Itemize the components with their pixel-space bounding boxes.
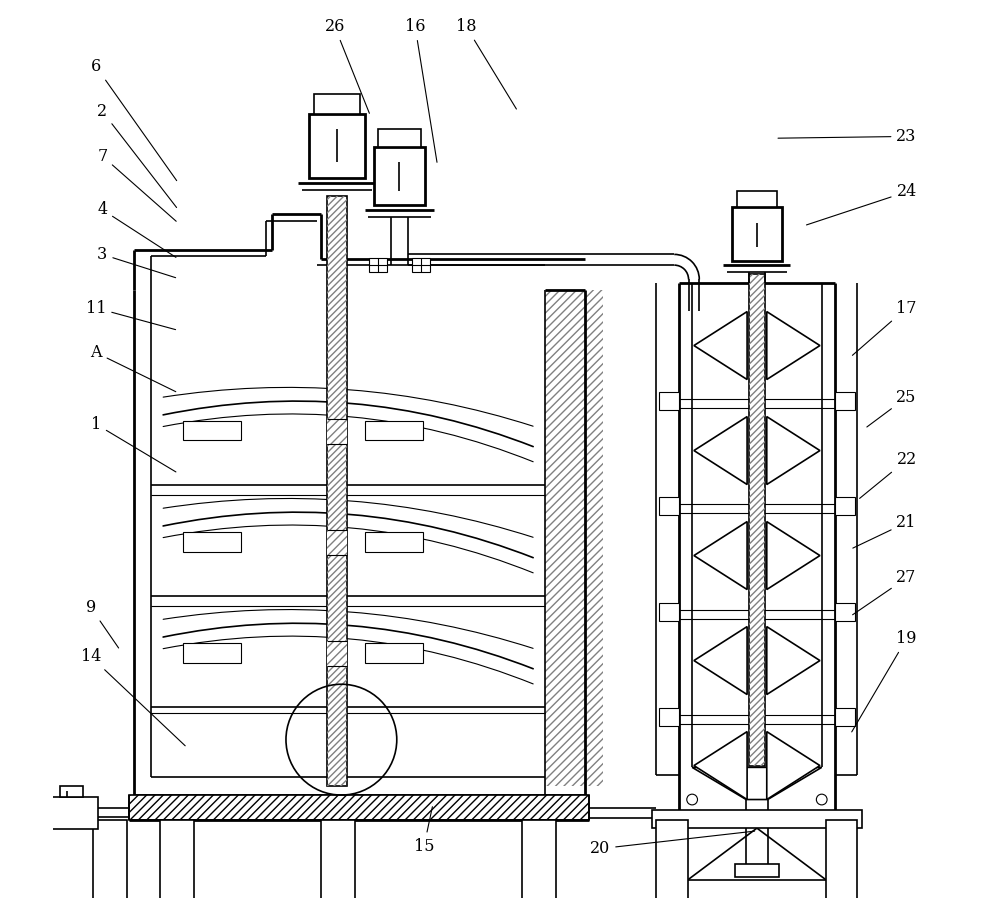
Text: 3: 3: [97, 246, 176, 278]
Text: 18: 18: [456, 18, 516, 109]
Bar: [183, 643, 241, 663]
Text: 16: 16: [405, 18, 437, 162]
Bar: [374, 147, 425, 206]
Text: 23: 23: [778, 128, 917, 145]
Bar: [545, 290, 603, 787]
Bar: [314, 95, 360, 114]
Text: 1: 1: [91, 416, 176, 472]
Bar: [835, 708, 855, 726]
Bar: [93, 820, 127, 900]
Bar: [327, 419, 347, 444]
Bar: [735, 864, 779, 878]
Bar: [412, 258, 430, 272]
Bar: [659, 391, 679, 410]
Text: 26: 26: [324, 18, 369, 114]
Text: 15: 15: [414, 806, 434, 854]
Polygon shape: [692, 768, 822, 799]
Bar: [826, 820, 857, 900]
Text: 2: 2: [97, 103, 177, 207]
Text: 27: 27: [853, 569, 917, 615]
Text: A: A: [90, 345, 176, 391]
Polygon shape: [767, 521, 820, 590]
Bar: [160, 820, 194, 900]
Polygon shape: [767, 627, 820, 695]
Bar: [656, 820, 688, 900]
Text: 22: 22: [860, 451, 917, 499]
Polygon shape: [694, 311, 747, 380]
Text: 19: 19: [852, 630, 917, 732]
Bar: [327, 530, 347, 555]
Bar: [652, 810, 862, 828]
Bar: [60, 787, 83, 796]
Text: 6: 6: [91, 59, 177, 180]
Bar: [327, 641, 347, 667]
Bar: [835, 497, 855, 515]
Bar: [659, 497, 679, 515]
Text: 20: 20: [590, 831, 755, 857]
Text: 25: 25: [867, 389, 917, 427]
Bar: [321, 820, 355, 900]
Text: 9: 9: [86, 599, 119, 648]
Bar: [369, 258, 387, 272]
Bar: [732, 207, 782, 261]
Text: 14: 14: [81, 648, 185, 746]
Text: 17: 17: [852, 299, 917, 355]
Bar: [737, 191, 777, 207]
Bar: [749, 274, 765, 766]
Text: 21: 21: [853, 514, 917, 548]
Bar: [49, 796, 98, 829]
Bar: [365, 532, 423, 551]
Bar: [659, 708, 679, 726]
Text: 24: 24: [806, 183, 917, 225]
Bar: [749, 274, 765, 766]
Polygon shape: [694, 627, 747, 695]
Text: 11: 11: [86, 299, 176, 329]
Bar: [327, 197, 347, 787]
Polygon shape: [767, 417, 820, 484]
Polygon shape: [694, 521, 747, 590]
Bar: [327, 197, 347, 787]
Bar: [129, 795, 589, 820]
Polygon shape: [694, 417, 747, 484]
Bar: [835, 391, 855, 410]
Polygon shape: [767, 732, 820, 799]
Bar: [659, 603, 679, 621]
Bar: [835, 603, 855, 621]
Polygon shape: [767, 311, 820, 380]
Bar: [183, 421, 241, 440]
Bar: [522, 820, 556, 900]
Bar: [365, 643, 423, 663]
Text: 7: 7: [97, 148, 176, 221]
Bar: [183, 532, 241, 551]
Text: 4: 4: [97, 201, 176, 257]
Bar: [309, 114, 365, 179]
Polygon shape: [694, 732, 747, 799]
Bar: [365, 421, 423, 440]
Bar: [378, 129, 421, 147]
